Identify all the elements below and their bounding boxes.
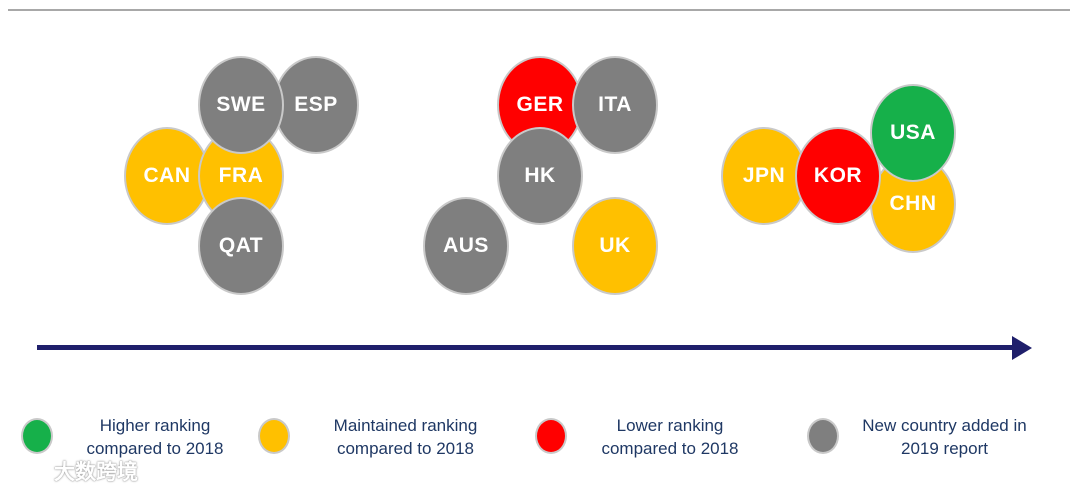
country-label: AUS	[443, 234, 489, 257]
country-label: FRA	[218, 164, 264, 187]
country-bubble-kor: KOR	[795, 127, 881, 225]
country-bubble-qat: QAT	[198, 197, 284, 295]
legend-new-line1: New country added in	[862, 416, 1027, 435]
legend-lower-line2: compared to 2018	[601, 439, 739, 458]
legend-higher-line1: Higher ranking	[99, 416, 211, 435]
country-label: USA	[890, 121, 936, 144]
legend-higher-line2: compared to 2018	[86, 439, 224, 458]
country-bubble-aus: AUS	[423, 197, 509, 295]
country-label: SWE	[216, 93, 266, 116]
legend-higher-text: Higher ranking compared to 2018	[70, 414, 240, 460]
country-label: ITA	[598, 93, 632, 116]
watermark-text: 大数跨境	[54, 460, 138, 484]
country-bubble-esp: ESP	[273, 56, 359, 154]
legend-maintained-line2: compared to 2018	[336, 439, 475, 458]
legend-gray-dot	[807, 418, 839, 454]
country-label: GER	[516, 93, 564, 116]
country-bubble-uk: UK	[572, 197, 658, 295]
legend-new-line2: 2019 report	[901, 439, 988, 458]
legend-maintained-text: Maintained ranking compared to 2018	[318, 414, 493, 460]
legend-maintained-line1: Maintained ranking	[333, 416, 478, 435]
country-label: ESP	[294, 93, 338, 116]
legend-yellow-dot	[258, 418, 290, 454]
country-label: CAN	[143, 164, 191, 187]
arrow-head-icon	[1012, 336, 1032, 360]
country-label: HK	[524, 164, 556, 187]
country-bubble-can: CAN	[124, 127, 210, 225]
country-label: UK	[599, 234, 631, 257]
legend-red-dot	[535, 418, 567, 454]
watermark: 大数跨境	[10, 456, 138, 486]
country-bubble-swe: SWE	[198, 56, 284, 154]
country-label: CHN	[889, 192, 937, 215]
country-label: QAT	[218, 234, 264, 257]
watermark-logo-icon	[12, 464, 48, 478]
legend-green-dot	[21, 418, 53, 454]
progression-arrow-line	[37, 345, 1015, 350]
country-bubble-ita: ITA	[572, 56, 658, 154]
country-label: KOR	[813, 164, 863, 187]
country-label: JPN	[742, 164, 786, 187]
top-divider	[8, 9, 1070, 11]
country-bubble-usa: USA	[870, 84, 956, 182]
legend-lower-line1: Lower ranking	[616, 416, 724, 435]
country-bubble-hk: HK	[497, 127, 583, 225]
legend-new-text: New country added in 2019 report	[852, 414, 1037, 460]
legend-lower-text: Lower ranking compared to 2018	[585, 414, 755, 460]
